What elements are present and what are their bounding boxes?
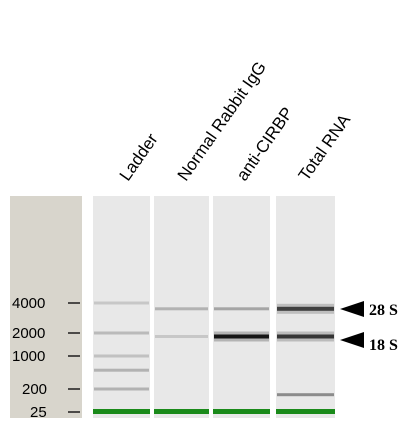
lane-normal-rabbit-igg — [154, 196, 209, 418]
band-lane2-1 — [155, 307, 208, 311]
arrow-18s-icon — [340, 332, 364, 348]
marker-band-lane2 — [154, 409, 209, 414]
band-lane4-3 — [277, 393, 334, 397]
band-lane1-5 — [94, 387, 149, 391]
size-label-2000: 2000 — [12, 325, 45, 342]
band-lane3-2 — [214, 334, 269, 339]
lane-label-anti-cirbp: anti-CIRBP — [233, 104, 297, 185]
size-label-25: 25 — [30, 404, 47, 421]
bands-layer — [93, 301, 335, 414]
size-ruler — [10, 196, 82, 418]
band-lane2-2 — [155, 335, 208, 338]
arrow-28s-icon — [340, 301, 364, 317]
annotation-28s: 28 S — [369, 302, 398, 319]
lane-anti-cirbp — [213, 196, 270, 418]
band-lane1-1 — [94, 301, 149, 305]
lane-label-total-rna: Total RNA — [295, 110, 355, 184]
band-lane1-3 — [94, 354, 149, 358]
size-label-4000: 4000 — [12, 295, 45, 312]
lane-ladder — [93, 196, 150, 418]
size-label-200: 200 — [22, 381, 47, 398]
band-lane4-2 — [277, 334, 334, 339]
band-lane4-1 — [277, 306, 334, 311]
marker-band-lane4 — [276, 409, 335, 414]
lane-label-ladder: Ladder — [116, 130, 162, 185]
band-lane1-4 — [94, 368, 149, 372]
marker-band-lane3 — [213, 409, 270, 414]
annotation-18s: 18 S — [369, 337, 398, 354]
marker-band-lane1 — [93, 409, 150, 414]
band-lane1-2 — [94, 331, 149, 335]
band-lane3-1 — [214, 307, 269, 311]
size-label-1000: 1000 — [12, 348, 45, 365]
